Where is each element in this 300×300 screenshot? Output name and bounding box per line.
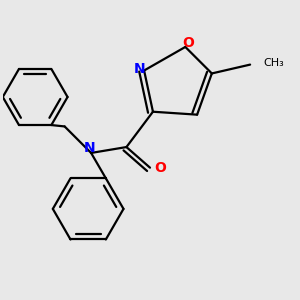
Text: O: O <box>182 35 194 50</box>
Text: CH₃: CH₃ <box>263 58 284 68</box>
Text: O: O <box>154 161 166 175</box>
Text: N: N <box>84 141 95 154</box>
Text: N: N <box>134 62 146 76</box>
